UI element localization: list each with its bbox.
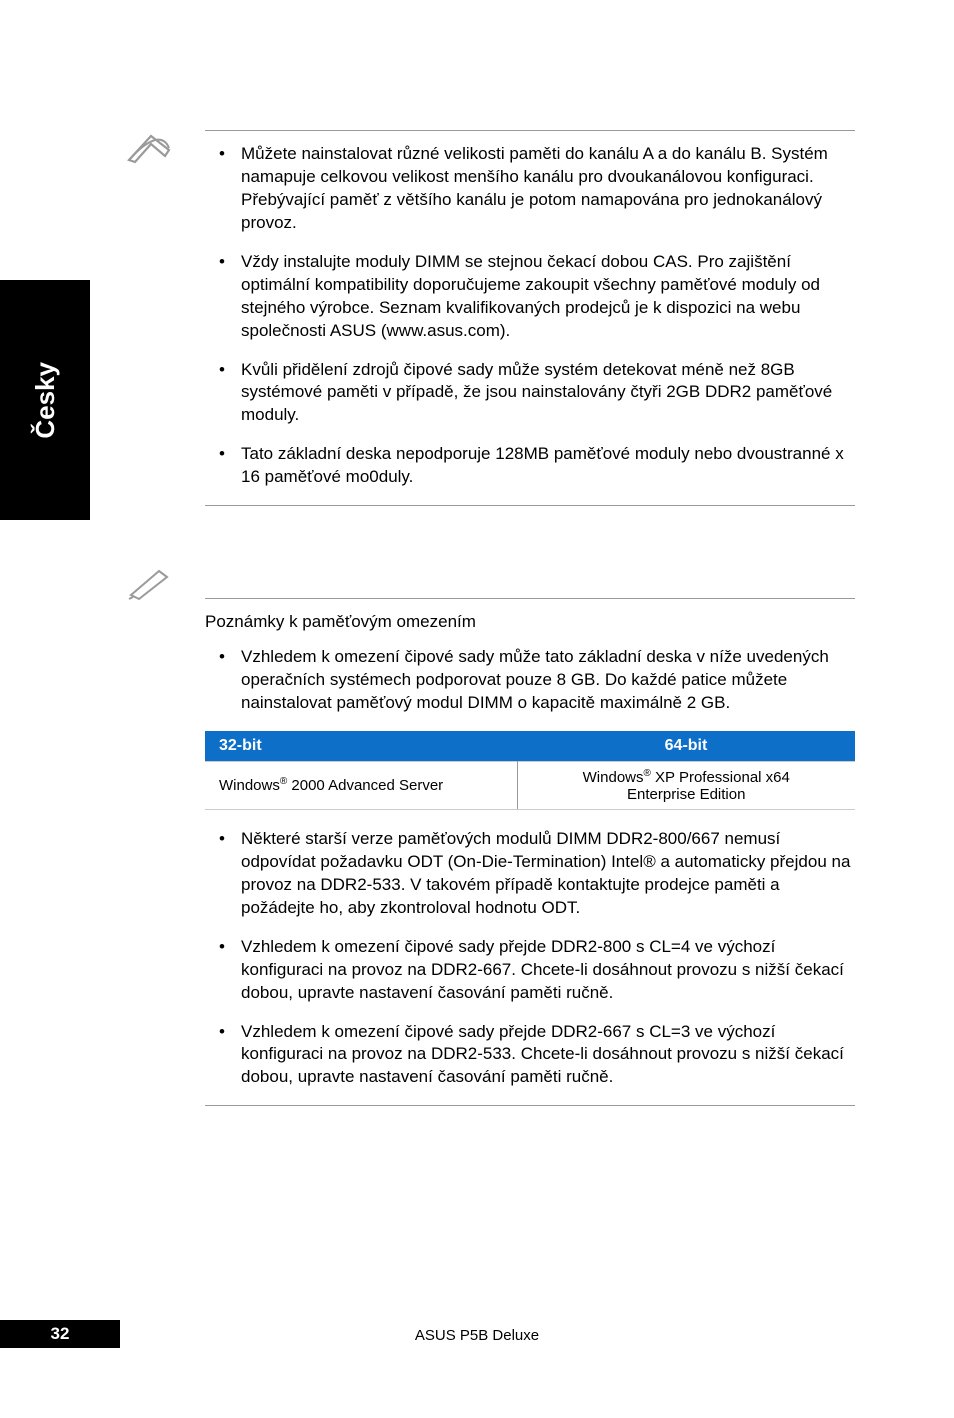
block-intro: Poznámky k paměťovým omezením [205,611,855,634]
cell-text: 2000 Advanced Server [287,777,443,794]
list-item: Kvůli přidělení zdrojů čipové sady může … [205,359,855,428]
language-label: Česky [30,362,61,439]
note-block-1: Můžete nainstalovat různé velikosti pamě… [205,130,855,506]
list-item: Vzhledem k omezení čipové sady přejde DD… [205,1021,855,1090]
list-item: Vždy instalujte moduly DIMM se stejnou č… [205,251,855,343]
divider [205,130,855,131]
reg-mark: ® [644,768,651,779]
table-cell: Windows® XP Professional x64 Enterprise … [517,761,855,809]
divider [205,505,855,506]
bullet-list: Vzhledem k omezení čipové sady může tato… [205,646,855,715]
page-content: Můžete nainstalovat různé velikosti pamě… [205,130,855,1106]
list-item: Tato základní deska nepodporuje 128MB pa… [205,443,855,489]
cell-text: XP Professional x64 [651,769,790,786]
table-cell: Windows® 2000 Advanced Server [205,761,517,809]
bullet-list: Některé starší verze paměťových modulů D… [205,828,855,1089]
divider [205,598,855,599]
cell-text: Windows [583,769,644,786]
page-footer: 32 ASUS P5B Deluxe [0,1318,954,1348]
note-icon [125,130,177,171]
note-block-2: Poznámky k paměťovým omezením Vzhledem k… [205,598,855,1106]
list-item: Můžete nainstalovat různé velikosti pamě… [205,143,855,235]
footer-title: ASUS P5B Deluxe [0,1327,954,1344]
table-header-32bit: 32-bit [205,731,517,762]
language-side-tab: Česky [0,280,90,520]
table-row: Windows® 2000 Advanced Server Windows® X… [205,761,855,809]
list-item: Vzhledem k omezení čipové sady může tato… [205,646,855,715]
divider [205,1105,855,1106]
cell-text: Windows [219,777,280,794]
list-item: Některé starší verze paměťových modulů D… [205,828,855,920]
table-header-64bit: 64-bit [517,731,855,762]
bullet-list: Můžete nainstalovat různé velikosti pamě… [205,143,855,489]
cell-text: Enterprise Edition [627,786,745,803]
list-item: Vzhledem k omezení čipové sady přejde DD… [205,936,855,1005]
os-support-table: 32-bit 64-bit Windows® 2000 Advanced Ser… [205,731,855,810]
pencil-icon [125,565,177,606]
